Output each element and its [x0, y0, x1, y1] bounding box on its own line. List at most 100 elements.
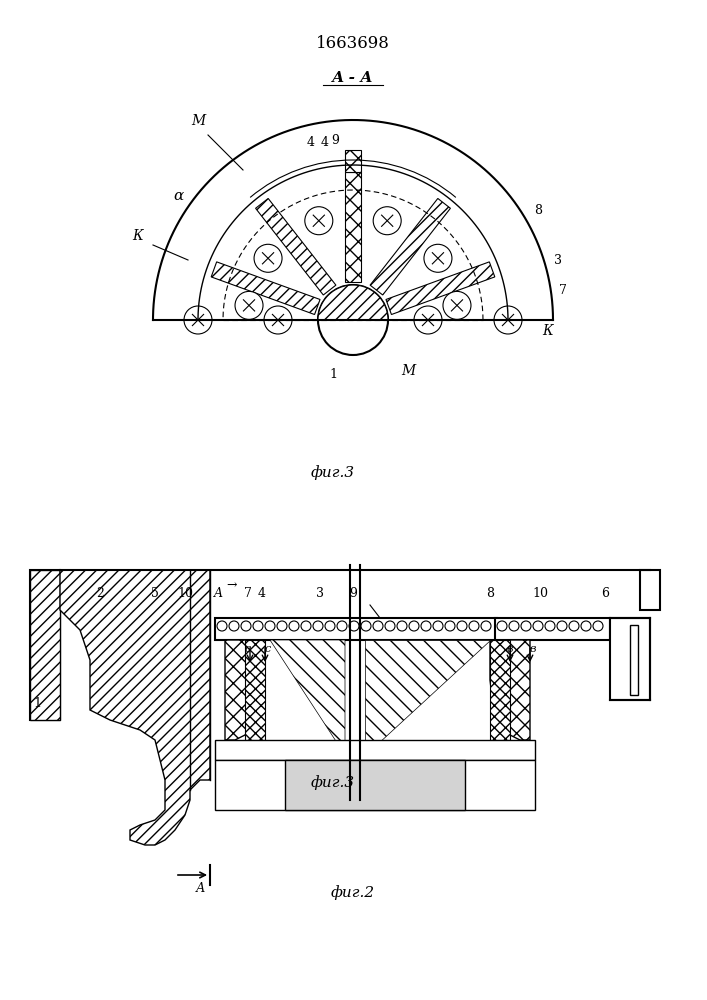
Circle shape [217, 621, 227, 631]
Circle shape [313, 621, 323, 631]
Circle shape [533, 621, 543, 631]
Text: 8: 8 [486, 587, 494, 600]
Text: А: А [195, 882, 205, 895]
Polygon shape [370, 198, 450, 295]
Text: 1: 1 [33, 697, 41, 710]
Circle shape [569, 621, 579, 631]
Text: 2: 2 [96, 587, 104, 600]
Circle shape [254, 244, 282, 272]
Circle shape [581, 621, 591, 631]
Text: 1: 1 [329, 368, 337, 381]
Circle shape [557, 621, 567, 631]
Text: 10: 10 [532, 587, 548, 600]
Polygon shape [60, 570, 210, 845]
Text: 4: 4 [321, 136, 329, 149]
Circle shape [277, 621, 287, 631]
Text: 5: 5 [151, 587, 159, 600]
Circle shape [373, 621, 383, 631]
Circle shape [373, 207, 401, 235]
Text: 1663698: 1663698 [316, 35, 390, 52]
Circle shape [457, 621, 467, 631]
Text: 4: 4 [307, 136, 315, 149]
Polygon shape [270, 640, 345, 755]
Circle shape [289, 621, 299, 631]
Polygon shape [255, 198, 336, 295]
Text: 3: 3 [554, 253, 562, 266]
Text: М: М [191, 114, 205, 128]
Polygon shape [365, 640, 490, 755]
Polygon shape [245, 640, 265, 740]
Text: К: К [543, 324, 554, 338]
Circle shape [421, 621, 431, 631]
Text: 6: 6 [601, 587, 609, 600]
Text: А - А: А - А [332, 71, 374, 85]
Bar [215, 740, 535, 760]
Text: с: с [245, 644, 251, 654]
Text: →: → [227, 579, 238, 592]
Circle shape [397, 621, 407, 631]
Polygon shape [211, 262, 320, 315]
Bar [30, 570, 60, 720]
Circle shape [301, 621, 311, 631]
Text: в: в [530, 644, 536, 654]
Text: α: α [173, 189, 183, 203]
Circle shape [229, 621, 239, 631]
Bar [640, 570, 660, 610]
Circle shape [235, 291, 263, 319]
Text: 9: 9 [331, 133, 339, 146]
Circle shape [424, 244, 452, 272]
Circle shape [443, 291, 471, 319]
Circle shape [337, 621, 347, 631]
Text: 9: 9 [349, 587, 357, 600]
Circle shape [481, 621, 491, 631]
Text: с: с [265, 644, 271, 654]
Text: 7: 7 [244, 587, 252, 600]
Circle shape [445, 621, 455, 631]
Bar [495, 618, 610, 640]
Polygon shape [490, 640, 510, 740]
Text: 7: 7 [559, 284, 567, 296]
Circle shape [409, 621, 419, 631]
Circle shape [325, 621, 335, 631]
Text: в: в [507, 644, 513, 654]
Circle shape [469, 621, 479, 631]
Circle shape [497, 621, 507, 631]
Polygon shape [345, 150, 361, 172]
Bar [630, 625, 638, 695]
Circle shape [349, 621, 359, 631]
Circle shape [265, 621, 275, 631]
Circle shape [545, 621, 555, 631]
Circle shape [361, 621, 371, 631]
Polygon shape [490, 640, 530, 740]
Text: М: М [401, 364, 415, 378]
Circle shape [305, 207, 333, 235]
Text: фиг.2: фиг.2 [331, 885, 375, 900]
Text: A: A [214, 587, 223, 600]
Polygon shape [345, 172, 361, 282]
Circle shape [318, 285, 388, 355]
Text: фиг.3: фиг.3 [311, 775, 355, 790]
Circle shape [509, 621, 519, 631]
Bar [215, 760, 535, 810]
Circle shape [184, 306, 212, 334]
Text: 4: 4 [258, 587, 266, 600]
Circle shape [593, 621, 603, 631]
Bar [285, 760, 465, 810]
Polygon shape [225, 640, 265, 740]
Polygon shape [318, 285, 388, 320]
Circle shape [241, 621, 251, 631]
Bar [215, 618, 497, 640]
Text: 3: 3 [316, 587, 324, 600]
Text: фиг.3: фиг.3 [311, 465, 355, 480]
Circle shape [494, 306, 522, 334]
Circle shape [433, 621, 443, 631]
Text: 10: 10 [177, 587, 193, 600]
Text: К: К [133, 229, 144, 243]
Polygon shape [386, 262, 495, 315]
Circle shape [414, 306, 442, 334]
Circle shape [253, 621, 263, 631]
Circle shape [385, 621, 395, 631]
Polygon shape [30, 570, 60, 720]
Text: 8: 8 [534, 204, 542, 217]
Circle shape [264, 306, 292, 334]
